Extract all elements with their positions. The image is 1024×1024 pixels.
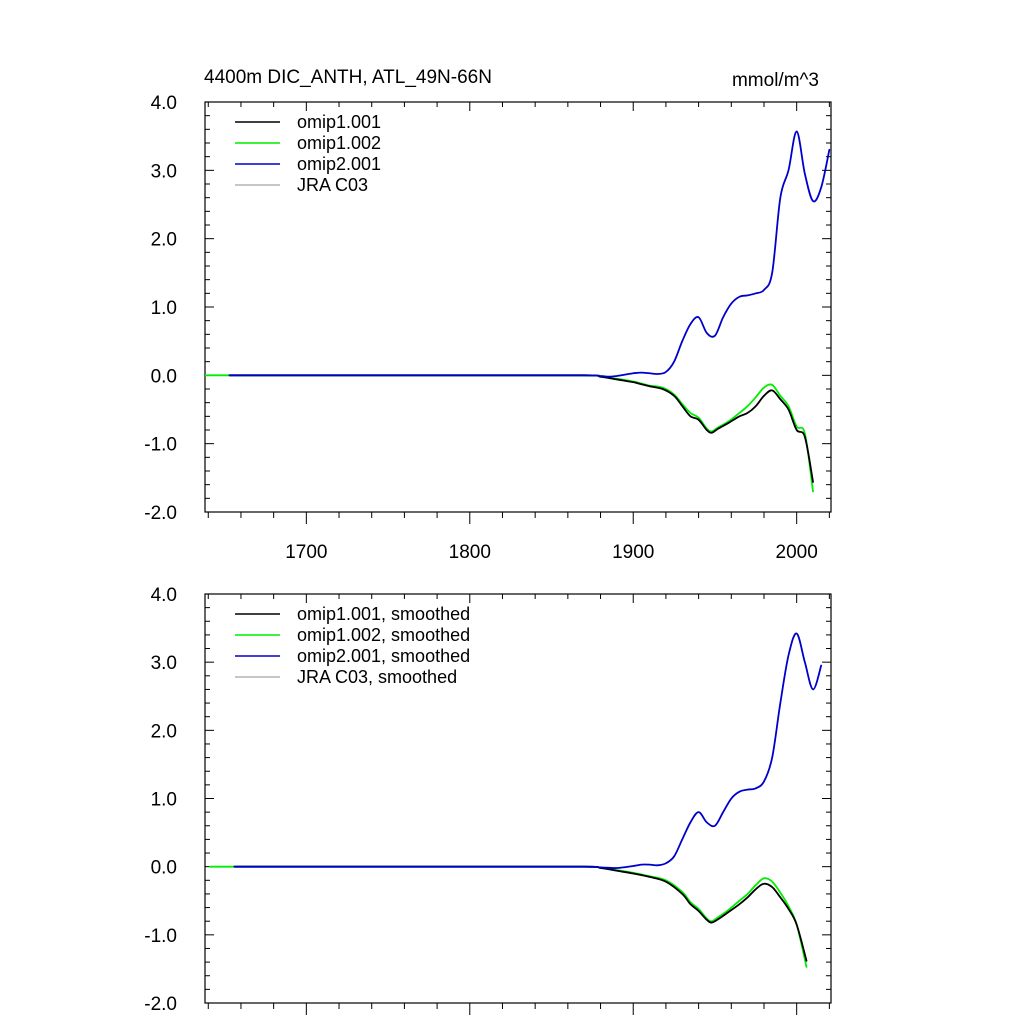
- series-line-2: [233, 632, 823, 869]
- legend-label: omip1.002, smoothed: [297, 625, 470, 645]
- legend-label: omip2.001, smoothed: [297, 646, 470, 666]
- legend-label: JRA C03: [297, 175, 368, 195]
- bottom-panel: 4.0 3.0 2.0 1.0 0.0 -1.0 -2.0 omip1.001, smooth…: [144, 585, 832, 1015]
- y-tick-label: -2.0: [144, 994, 177, 1015]
- y-tick-label: 2.0: [151, 230, 177, 251]
- series-line-2: [228, 130, 831, 378]
- y-tick-label: -1.0: [144, 435, 177, 456]
- x-tick-label: 1900: [612, 542, 654, 563]
- series-line-1: [205, 374, 814, 493]
- x-tick-label: 1800: [449, 542, 491, 563]
- y-tick-label: 3.0: [151, 653, 177, 674]
- legend-label: JRA C03, smoothed: [297, 667, 457, 687]
- legend-label: omip2.001: [297, 154, 381, 174]
- y-tick-label: 4.0: [151, 585, 177, 606]
- y-tick-label: 4.0: [151, 93, 177, 114]
- x-tick-label: 2000: [776, 542, 818, 563]
- series-line-0: [228, 374, 814, 483]
- y-tick-label: 0.0: [151, 366, 177, 387]
- series-line-1: [209, 865, 808, 968]
- legend-label: omip1.001: [297, 112, 381, 132]
- series-group: [205, 130, 831, 493]
- y-tick-label: 3.0: [151, 161, 177, 182]
- legend-label: omip1.002: [297, 133, 381, 153]
- y-tick-label: 1.0: [151, 298, 177, 319]
- series-line-0: [233, 865, 808, 962]
- units-label: mmol/m^3: [732, 70, 819, 91]
- y-tick-label: -2.0: [144, 503, 177, 524]
- x-tick-label: 1700: [285, 542, 327, 563]
- chart-title: 4400m DIC_ANTH, ATL_49N-66N: [204, 67, 492, 88]
- series-group: [209, 632, 823, 968]
- y-tick-label: -1.0: [144, 926, 177, 947]
- y-tick-label: 0.0: [151, 858, 177, 879]
- y-tick-label: 1.0: [151, 790, 177, 811]
- y-tick-label: 2.0: [151, 721, 177, 742]
- legend-label: omip1.001, smoothed: [297, 604, 470, 624]
- top-panel: 4.0 3.0 2.0 1.0 0.0 -1.0 -2.0 1700 1800 1900 2000 o…: [144, 93, 832, 563]
